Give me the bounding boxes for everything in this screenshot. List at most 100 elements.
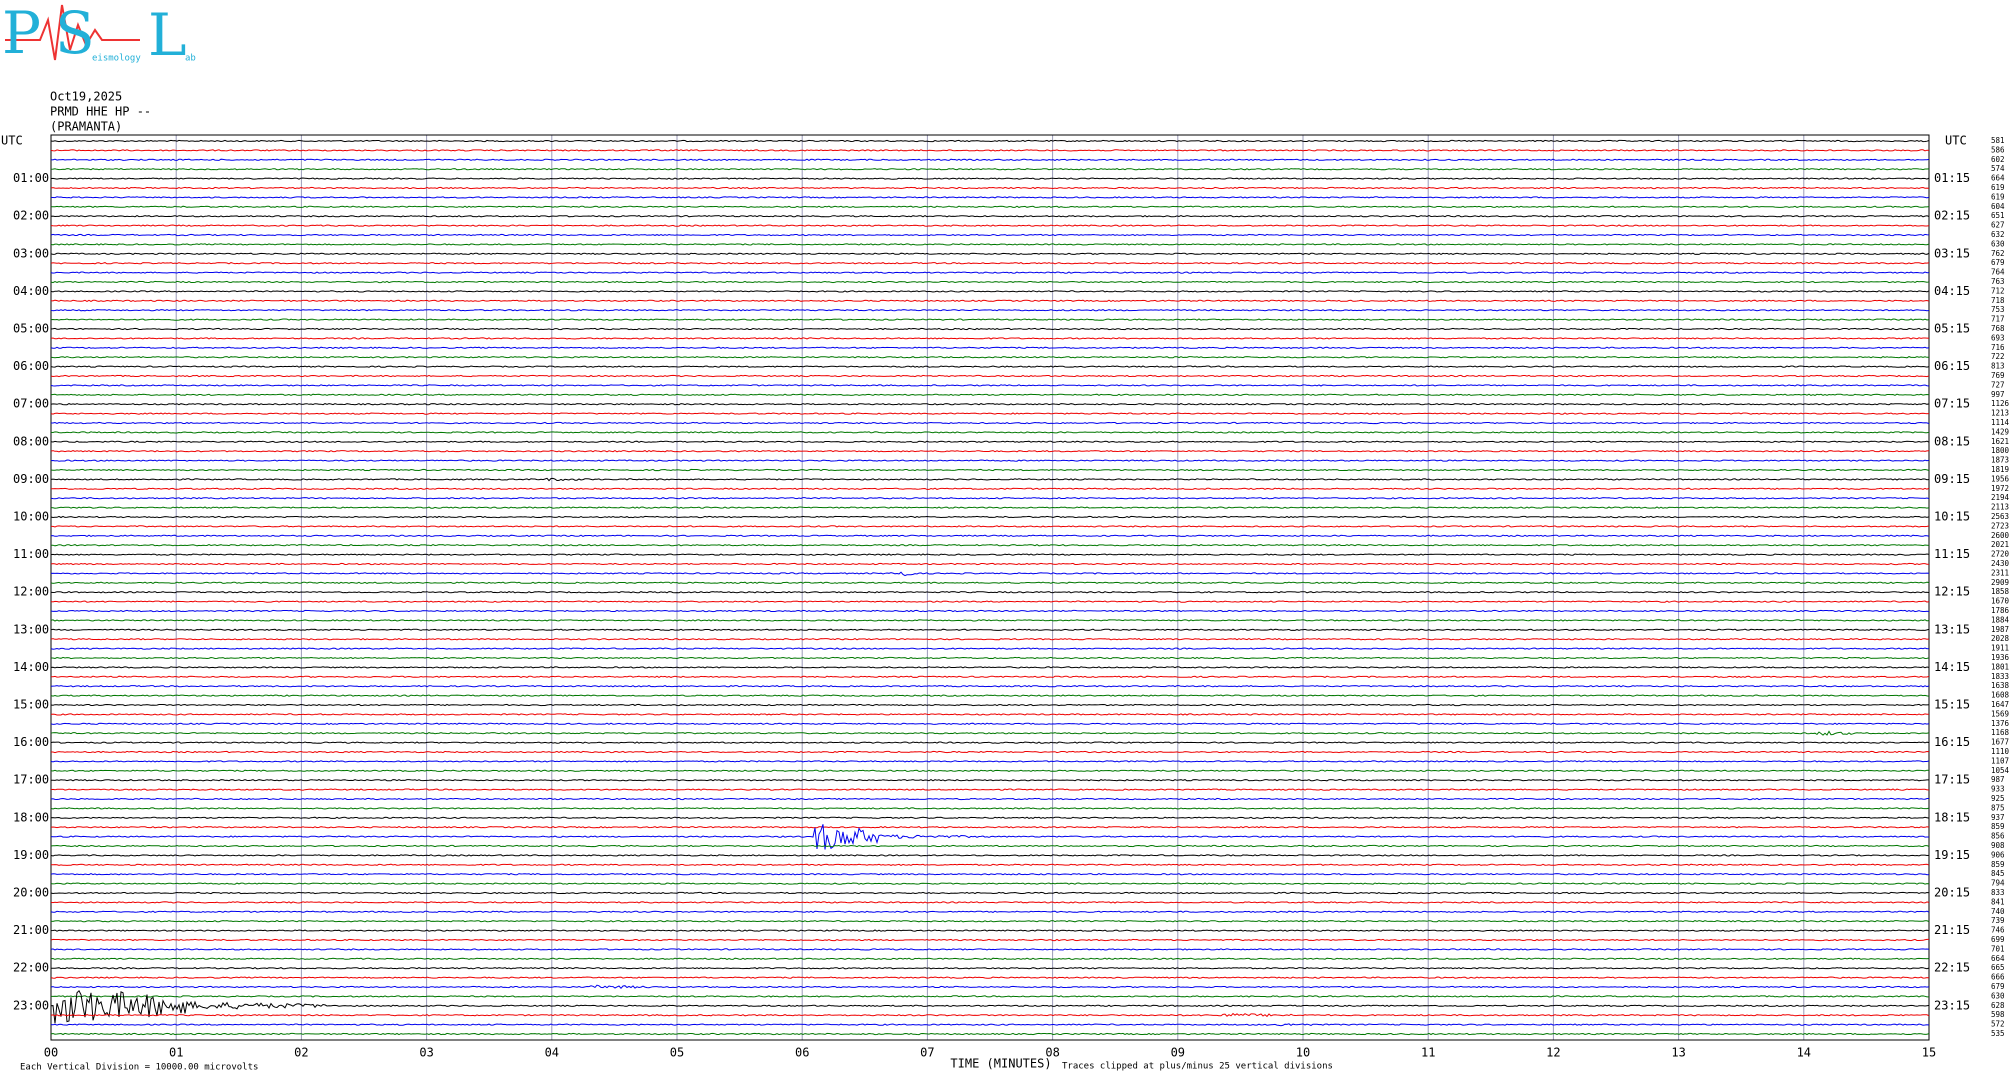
logo-letter: L (148, 1, 187, 69)
hour-label: 17:15 (1934, 773, 1970, 787)
seismic-trace (50, 224, 1930, 227)
hour-label: 21:00 (13, 923, 49, 937)
minute-label: 02 (294, 1046, 308, 1060)
trace-value: 933 (1991, 785, 2005, 794)
minute-label: 15 (1922, 1046, 1936, 1060)
hour-label: 09:15 (1934, 472, 1970, 486)
trace-value: 1801 (1991, 662, 2009, 671)
seismic-trace (50, 948, 1930, 951)
clip-note: Traces clipped at plus/minus 25 vertical… (1062, 1062, 1333, 1072)
hour-label: 07:15 (1934, 397, 1970, 411)
seismic-trace (50, 177, 1930, 180)
hour-label: 10:00 (13, 510, 49, 524)
trace-value: 1800 (1991, 446, 2010, 455)
minute-label: 08 (1045, 1046, 1059, 1060)
trace-value: 1873 (1991, 456, 2009, 465)
minute-label: 06 (795, 1046, 809, 1060)
seismic-trace (50, 929, 1930, 932)
hour-label: 04:15 (1934, 284, 1970, 298)
trace-value: 769 (1991, 371, 2005, 380)
seismic-trace (50, 459, 1930, 462)
seismic-trace (50, 779, 1929, 782)
hour-label: 08:00 (13, 434, 49, 448)
seismic-trace (50, 938, 1929, 942)
seismic-trace (50, 393, 1930, 396)
trace-value: 717 (1991, 315, 2005, 324)
hour-label: 01:00 (13, 171, 49, 185)
seismic-trace (50, 534, 1930, 537)
trace-value: 2113 (1991, 503, 2009, 512)
minute-label: 11 (1421, 1046, 1435, 1060)
trace-value: 630 (1991, 239, 2005, 248)
hour-label: 10:15 (1934, 510, 1970, 524)
seismic-trace (50, 233, 1930, 237)
seismic-trace (50, 571, 1930, 577)
hour-label: 15:15 (1934, 698, 1970, 712)
logo-text: ab (185, 54, 196, 64)
plot-frame (50, 134, 1930, 1041)
hour-label: 21:15 (1934, 923, 1970, 937)
trace-value: 841 (1991, 897, 2005, 906)
seismic-trace (50, 215, 1930, 218)
trace-value: 1621 (1991, 437, 2009, 446)
seismic-trace (50, 638, 1930, 641)
trace-value: 813 (1991, 362, 2005, 371)
hour-label: 23:15 (1934, 998, 1970, 1012)
seismic-trace (50, 280, 1930, 284)
seismic-trace (51, 487, 1930, 490)
station: PRMD HHE HP -- (50, 105, 151, 119)
seismic-trace (50, 243, 1930, 246)
trace-value: 619 (1991, 183, 2005, 192)
hour-label: 22:00 (13, 961, 49, 975)
trace-value: 722 (1991, 352, 2005, 361)
seismic-trace (50, 412, 1930, 415)
trace-value: 1429 (1991, 427, 2009, 436)
trace-value: 664 (1991, 954, 2005, 963)
seismic-trace (50, 807, 1930, 810)
hour-label: 02:15 (1934, 209, 1970, 223)
trace-value: 2720 (1991, 550, 2010, 559)
trace-value: 1569 (1991, 709, 2009, 718)
logo: P S L eismology ab (2, 0, 196, 69)
axis-title: TIME (MINUTES) (950, 1057, 1051, 1071)
seismic-trace (50, 186, 1930, 190)
hour-label: 02:00 (13, 209, 49, 223)
hour-label: 13:00 (13, 622, 49, 636)
trace-value: 1956 (1991, 474, 2010, 483)
logo-letter: S (55, 0, 95, 67)
trace-value: 1786 (1991, 606, 2010, 615)
trace-value: 2430 (1991, 559, 2010, 568)
seismic-trace (51, 967, 1930, 970)
minute-label: 03 (419, 1046, 433, 1060)
trace-value: 739 (1991, 916, 2005, 925)
hour-label: 05:00 (13, 322, 49, 336)
seismic-trace (50, 497, 1930, 500)
seismic-trace (50, 205, 1930, 208)
trace-value: 768 (1991, 324, 2005, 333)
seismic-trace (50, 374, 1930, 378)
hour-label: 06:00 (13, 359, 49, 373)
trace-value: 679 (1991, 258, 2005, 267)
seismic-trace (50, 318, 1930, 321)
seismic-trace (51, 995, 1929, 998)
trace-value: 740 (1991, 907, 2005, 916)
trace-value: 716 (1991, 343, 2005, 352)
trace-value: 651 (1991, 211, 2005, 220)
seismic-trace (50, 506, 1930, 509)
trace-value: 833 (1991, 888, 2005, 897)
trace-value: 1114 (1991, 418, 2010, 427)
trace-value: 701 (1991, 944, 2005, 953)
date: Oct19,2025 (50, 90, 122, 104)
logo-letter: P (2, 0, 41, 67)
seismic-trace (50, 609, 1930, 613)
seismic-trace (50, 873, 1930, 876)
trace-value: 632 (1991, 230, 2005, 239)
seismic-trace (51, 421, 1930, 425)
trace-value: 581 (1991, 136, 2005, 145)
trace-value: 628 (1991, 1001, 2005, 1010)
trace-value: 1168 (1991, 728, 2010, 737)
seismic-trace (50, 628, 1930, 631)
hour-label: 08:15 (1934, 434, 1970, 448)
trace-value: 619 (1991, 192, 2005, 201)
